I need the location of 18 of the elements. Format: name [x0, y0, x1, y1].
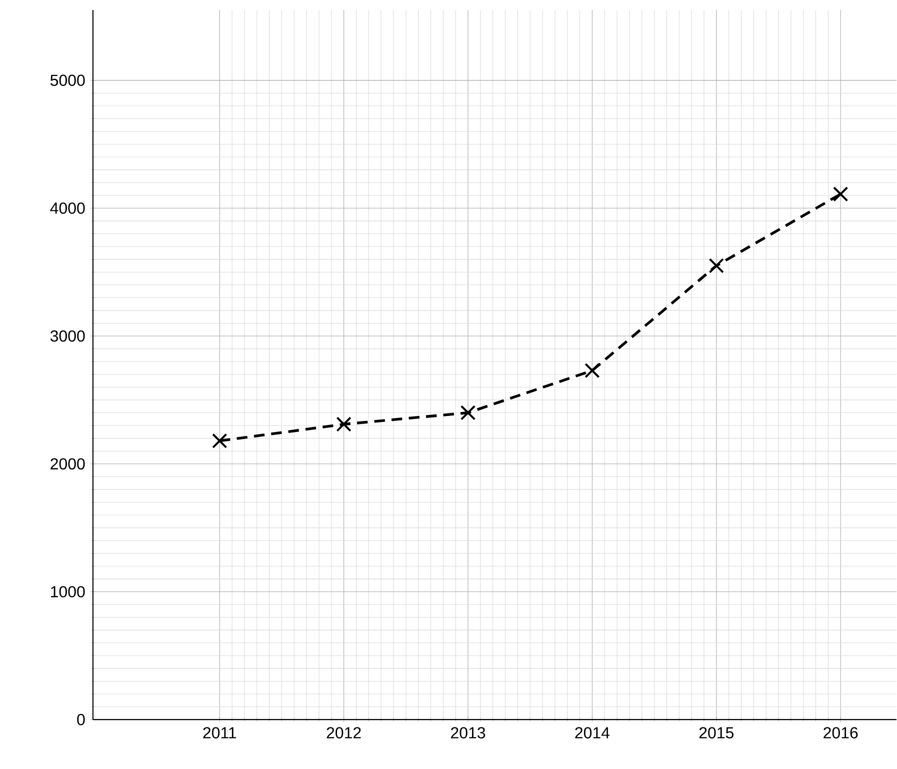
y-tick-label: 0 [77, 714, 85, 726]
point [460, 405, 476, 421]
point [336, 416, 352, 432]
x-tick-label: 2013 [451, 727, 486, 739]
x-tick-label: 2012 [326, 727, 361, 739]
x-tick-label: 2011 [203, 727, 236, 739]
y-tick-label: 2000 [50, 458, 85, 470]
point [832, 186, 848, 202]
y-tick-label: 4000 [50, 202, 85, 214]
x-tick-label: 2015 [699, 727, 734, 739]
x-tick-label: 2016 [824, 727, 858, 739]
point [212, 433, 228, 449]
y-tick-label: 3000 [50, 330, 85, 342]
y-tick-label: 5000 [50, 74, 85, 86]
point [708, 258, 724, 274]
point [584, 363, 600, 378]
y-tick-label: 1000 [51, 586, 85, 598]
x-tick-label: 2014 [575, 727, 610, 739]
